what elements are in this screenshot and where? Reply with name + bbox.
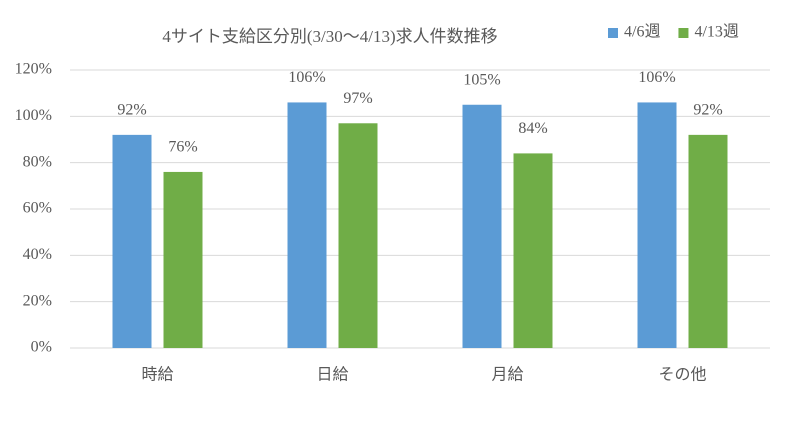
value-label: 106%	[288, 69, 325, 86]
value-label: 76%	[168, 139, 197, 156]
y-tick-label: 80%	[23, 153, 52, 170]
value-label: 97%	[343, 90, 372, 107]
bar	[513, 153, 553, 348]
y-tick-label: 60%	[23, 200, 52, 217]
bar	[287, 102, 327, 348]
y-tick-label: 40%	[23, 246, 52, 263]
value-label: 92%	[117, 102, 146, 119]
legend-label: 4/13週	[694, 23, 738, 41]
bar	[338, 123, 378, 349]
value-label: 84%	[518, 120, 547, 137]
value-label: 106%	[638, 69, 675, 86]
y-tick-label: 100%	[15, 107, 52, 124]
legend-label: 4/6週	[624, 23, 660, 41]
x-tick-label: 月給	[491, 366, 523, 384]
value-label: 92%	[693, 102, 722, 119]
value-label: 105%	[463, 71, 500, 88]
bar	[637, 102, 677, 348]
bar	[688, 134, 728, 348]
x-tick-label: 日給	[316, 366, 348, 384]
y-tick-label: 120%	[15, 61, 52, 78]
y-tick-label: 0%	[31, 339, 52, 356]
chart-title: 4サイト支給区分別(3/30～4/13)求人件数推移	[162, 27, 497, 46]
legend-swatch	[608, 28, 618, 38]
bar	[163, 171, 203, 348]
bar	[462, 104, 502, 348]
y-tick-label: 20%	[23, 292, 52, 309]
x-tick-label: その他	[658, 366, 706, 384]
x-tick-label: 時給	[141, 366, 173, 384]
bar	[112, 134, 152, 348]
legend-swatch	[678, 28, 689, 38]
